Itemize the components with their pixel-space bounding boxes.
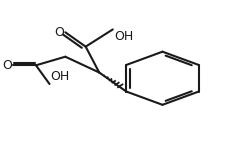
- Text: O: O: [2, 59, 12, 72]
- Text: O: O: [54, 26, 64, 39]
- Text: OH: OH: [114, 30, 133, 43]
- Text: OH: OH: [51, 70, 70, 83]
